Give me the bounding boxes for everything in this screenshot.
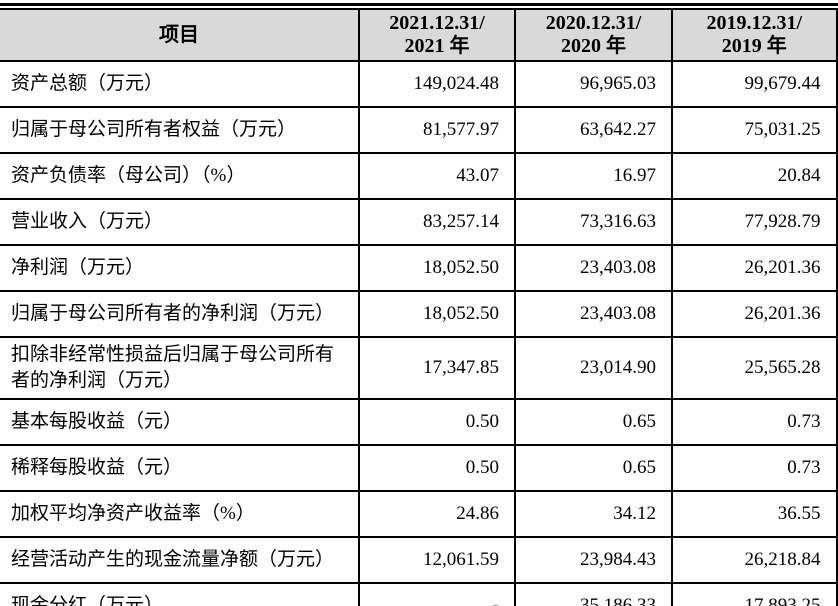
header-2021: 2021.12.31/ 2021 年 [358, 10, 516, 62]
value-2021: 12,061.59 [358, 536, 516, 584]
row-weighted-avg-roe: 加权平均净资产收益率（%） 24.86 34.12 36.55 [0, 490, 838, 538]
value-2019: 20.84 [671, 152, 838, 200]
value-2019: 0.73 [671, 444, 838, 492]
header-2019-line2: 2019 年 [721, 35, 787, 57]
value-2019: 77,928.79 [671, 198, 838, 246]
value-2020: 96,965.03 [514, 60, 673, 108]
row-net-profit: 净利润（万元） 18,052.50 23,403.08 26,201.36 [0, 244, 838, 292]
header-item-label: 项目 [159, 23, 199, 46]
header-2021-line2: 2021 年 [404, 35, 470, 57]
value-2020: 73,316.63 [514, 198, 673, 246]
row-diluted-eps: 稀释每股收益（元） 0.50 0.65 0.73 [0, 444, 838, 492]
value-2021: 0.50 [358, 444, 516, 492]
value-2019: 36.55 [671, 490, 838, 538]
row-label: 基本每股收益（元） [0, 398, 360, 446]
value-2021: 17,347.85 [358, 336, 516, 400]
value-2021: 18,052.50 [358, 290, 516, 338]
row-basic-eps: 基本每股收益（元） 0.50 0.65 0.73 [0, 398, 838, 446]
value-2019: 26,218.84 [671, 536, 838, 584]
value-2019: 99,679.44 [671, 60, 838, 108]
value-2020: 0.65 [514, 444, 673, 492]
header-2019: 2019.12.31/ 2019 年 [671, 10, 838, 62]
value-2021: - [358, 582, 516, 606]
row-cash-dividend: 现金分红（万元） - 35,186.33 17,893.25 [0, 582, 838, 606]
header-2019-line1: 2019.12.31/ [706, 12, 803, 34]
value-2020: 34.12 [514, 490, 673, 538]
header-item: 项目 [0, 10, 360, 62]
row-label: 资产负债率（母公司）（%） [0, 152, 360, 200]
value-2021: 18,052.50 [358, 244, 516, 292]
row-label: 归属于母公司所有者的净利润（万元） [0, 290, 360, 338]
value-2020: 35,186.33 [514, 582, 673, 606]
table-top-double-rule [0, 3, 838, 10]
row-net-operating-cash-flow: 经营活动产生的现金流量净额（万元） 12,061.59 23,984.43 26… [0, 536, 838, 584]
value-2020: 63,642.27 [514, 106, 673, 154]
header-2020-line1: 2020.12.31/ [545, 12, 642, 34]
value-2021: 43.07 [358, 152, 516, 200]
value-2019: 0.73 [671, 398, 838, 446]
value-2020: 23,403.08 [514, 290, 673, 338]
row-label: 营业收入（万元） [0, 198, 360, 246]
row-debt-ratio-parent: 资产负债率（母公司）（%） 43.07 16.97 20.84 [0, 152, 838, 200]
header-2021-line1: 2021.12.31/ [389, 12, 485, 34]
row-total-assets: 资产总额（万元） 149,024.48 96,965.03 99,679.44 [0, 60, 838, 108]
value-2021: 24.86 [358, 490, 516, 538]
value-2019: 26,201.36 [671, 290, 838, 338]
header-row: 项目 2021.12.31/ 2021 年 2020.12.31/ 2020 年… [0, 10, 838, 62]
value-2021: 149,024.48 [358, 60, 516, 108]
value-2021: 81,577.97 [358, 106, 516, 154]
value-2020: 16.97 [514, 152, 673, 200]
row-label: 扣除非经常性损益后归属于母公司所有者的净利润（万元） [0, 336, 360, 400]
value-2020: 0.65 [514, 398, 673, 446]
row-label: 资产总额（万元） [0, 60, 360, 108]
row-label: 稀释每股收益（元） [0, 444, 360, 492]
value-2019: 26,201.36 [671, 244, 838, 292]
row-parent-equity: 归属于母公司所有者权益（万元） 81,577.97 63,642.27 75,0… [0, 106, 838, 154]
value-2019: 17,893.25 [671, 582, 838, 606]
row-label: 归属于母公司所有者权益（万元） [0, 106, 360, 154]
value-2019: 25,565.28 [671, 336, 838, 400]
header-2020: 2020.12.31/ 2020 年 [514, 10, 673, 62]
row-label: 现金分红（万元） [0, 582, 360, 606]
value-2020: 23,984.43 [514, 536, 673, 584]
row-net-profit-parent-excl-nonrecurring: 扣除非经常性损益后归属于母公司所有者的净利润（万元） 17,347.85 23,… [0, 336, 838, 400]
value-2021: 0.50 [358, 398, 516, 446]
header-2020-line2: 2020 年 [561, 35, 626, 57]
value-2019: 75,031.25 [671, 106, 838, 154]
row-label: 加权平均净资产收益率（%） [0, 490, 360, 538]
value-2020: 23,014.90 [514, 336, 673, 400]
value-2021: 83,257.14 [358, 198, 516, 246]
row-label: 经营活动产生的现金流量净额（万元） [0, 536, 360, 584]
financial-summary-table: 项目 2021.12.31/ 2021 年 2020.12.31/ 2020 年… [0, 10, 838, 606]
value-2020: 23,403.08 [514, 244, 673, 292]
row-label: 净利润（万元） [0, 244, 360, 292]
row-net-profit-parent: 归属于母公司所有者的净利润（万元） 18,052.50 23,403.08 26… [0, 290, 838, 338]
row-operating-revenue: 营业收入（万元） 83,257.14 73,316.63 77,928.79 [0, 198, 838, 246]
